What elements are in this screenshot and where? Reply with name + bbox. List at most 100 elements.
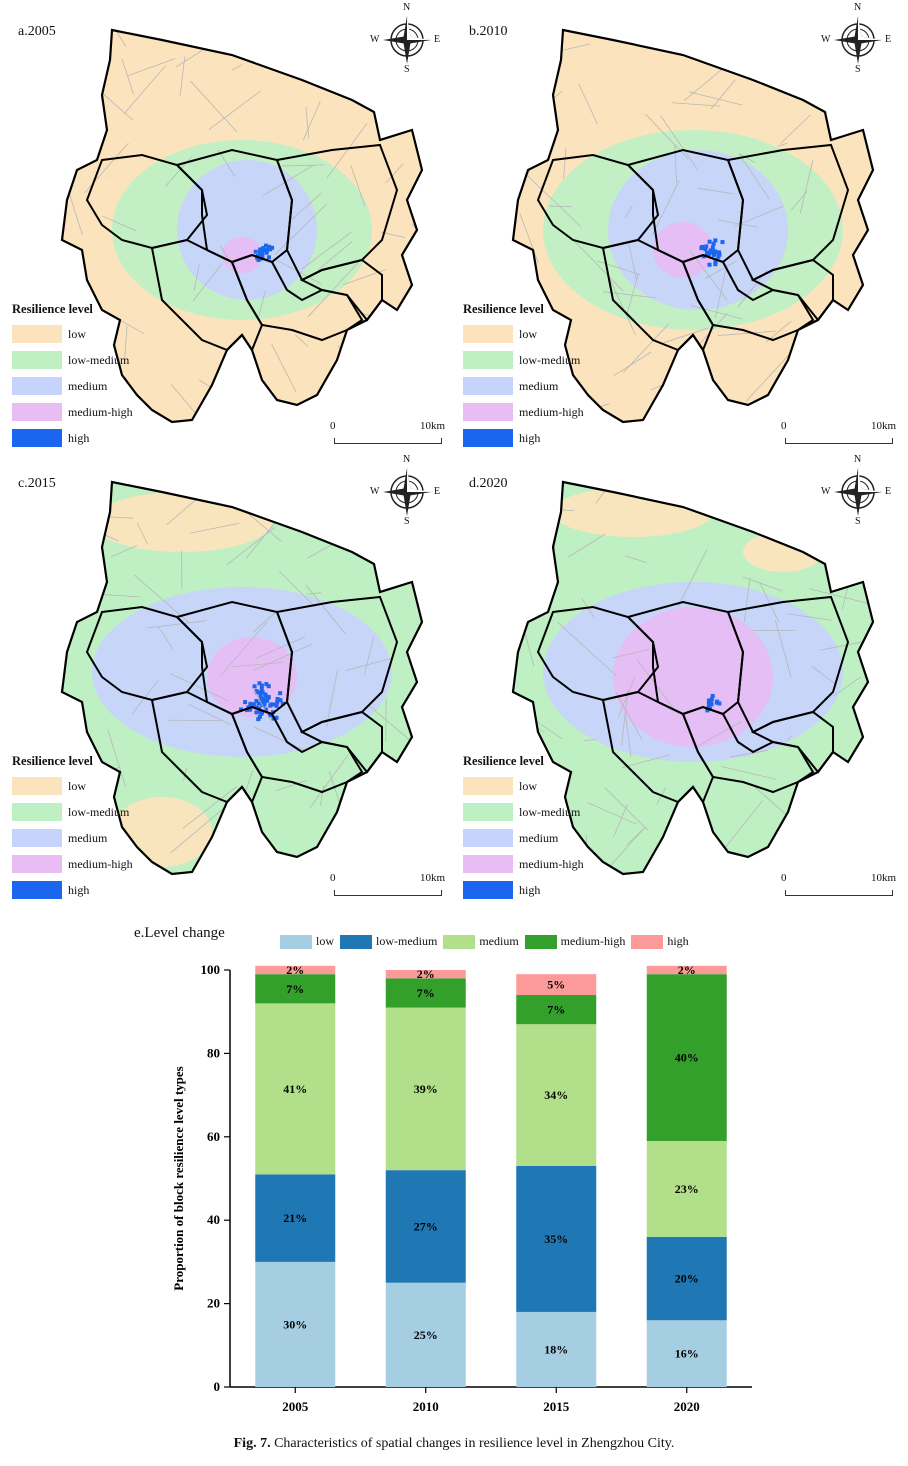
high-cell (699, 246, 704, 251)
road (721, 766, 777, 780)
road (519, 213, 539, 264)
road (232, 661, 284, 668)
road (418, 624, 422, 670)
road (305, 584, 346, 635)
road (226, 526, 276, 565)
high-cell (256, 701, 261, 706)
legend-label: medium-high (519, 404, 584, 419)
high-cell (260, 702, 265, 707)
high-cell (265, 698, 270, 703)
road (281, 164, 324, 167)
data-label: 34% (544, 1088, 568, 1102)
high-cell (255, 690, 260, 695)
legend-swatch (12, 881, 62, 899)
road (672, 102, 721, 107)
road (739, 153, 756, 163)
data-label: 40% (675, 1051, 699, 1065)
high-cell (266, 684, 271, 689)
road (208, 90, 261, 130)
city-boundary (511, 28, 875, 424)
road (568, 533, 606, 558)
road (786, 735, 792, 742)
road (301, 231, 352, 270)
road (258, 291, 266, 317)
chart-legend-swatch (631, 934, 664, 949)
road (355, 351, 366, 369)
chart-legend-label: medium-high (560, 934, 626, 948)
road (743, 576, 751, 622)
chart-legend-label: low-medium (376, 934, 438, 948)
scale-label: 10km (871, 872, 897, 884)
road (127, 58, 176, 77)
legend-item: high (12, 877, 162, 903)
high-cell (710, 245, 715, 250)
resilience-legend: Resilience level low low-medium medium mediu… (463, 754, 613, 903)
legend-swatch (463, 377, 513, 395)
road (289, 64, 332, 79)
road (621, 689, 629, 746)
road (410, 77, 422, 124)
road (694, 721, 742, 749)
y-tick-label: 20 (207, 1296, 220, 1311)
bar-segment-high (646, 965, 727, 975)
data-label: 7% (286, 982, 304, 996)
data-label: 2% (678, 963, 696, 977)
compass-n: N (403, 454, 411, 465)
road (326, 122, 368, 179)
high-cell (278, 698, 283, 703)
road (102, 215, 136, 232)
chart-legend-item: medium (443, 934, 519, 949)
compass-w: W (821, 486, 831, 497)
high-cell (713, 262, 718, 267)
road (625, 714, 632, 758)
stacked-bar-chart: 0 20 40 60 80 100 Proportion of block resilien… (171, 962, 752, 1414)
legend-item: low (12, 773, 162, 799)
legend-label: medium (519, 830, 559, 845)
road (368, 862, 403, 867)
high-cell (708, 699, 713, 704)
road (663, 327, 709, 344)
compass-s: S (404, 516, 410, 527)
chart-legend-item: low (280, 934, 334, 949)
legend-item: medium (463, 373, 613, 399)
road (133, 574, 189, 623)
compass-s: S (855, 64, 861, 75)
district-boundary (681, 253, 815, 342)
scale-label: 10km (420, 872, 446, 884)
road (704, 260, 738, 279)
road (220, 621, 268, 676)
high-cell (259, 699, 264, 704)
scale-label: 10km (420, 420, 446, 432)
y-tick-label: 80 (207, 1045, 220, 1060)
compass-w: W (370, 486, 380, 497)
bar-segment-medium-high (646, 974, 727, 1141)
map-graphic (60, 480, 424, 876)
bar-segment-low (516, 1311, 597, 1387)
road (604, 787, 649, 831)
data-label: 7% (547, 1003, 565, 1017)
bar-segment-low (385, 1282, 466, 1387)
road (613, 351, 652, 376)
bar-segment-medium (385, 1007, 466, 1171)
road (858, 830, 865, 838)
road (557, 621, 617, 677)
scale-zero: 0 (781, 420, 787, 432)
road (219, 30, 271, 45)
road (302, 101, 321, 141)
high-cell (709, 697, 714, 702)
legend-title: Resilience level (463, 754, 544, 768)
road (718, 330, 777, 336)
high-cell (720, 240, 725, 245)
legend-label: low (519, 778, 537, 793)
road (253, 689, 271, 721)
road (621, 754, 670, 769)
road (563, 148, 567, 180)
data-label: 2% (417, 967, 435, 981)
compass-e: E (885, 486, 892, 497)
high-cell (260, 690, 265, 695)
resilience-legend: Resilience level low low-medium medium mediu… (463, 302, 613, 451)
road (780, 114, 811, 144)
map-panel-2005: a.2005 N S W E Resilience level low low-medium… (2, 0, 452, 450)
road (689, 250, 728, 300)
legend-label: medium (519, 378, 559, 393)
